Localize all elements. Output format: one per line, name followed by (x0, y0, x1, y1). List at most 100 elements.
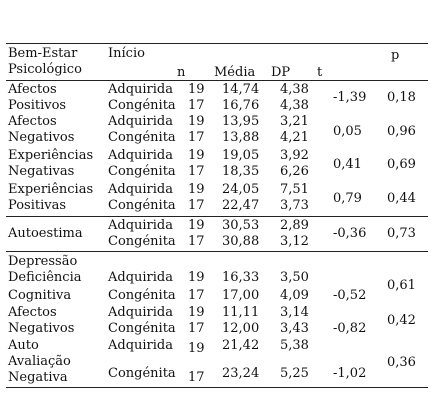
row-n: 17 (188, 288, 205, 303)
row-mean: 18,35 (222, 164, 260, 179)
row-mean: 12,00 (222, 321, 260, 336)
row-mean: 16,76 (222, 98, 260, 113)
row-label: Positivos (8, 98, 67, 113)
header-p: p (391, 48, 400, 63)
row-group: Congénita (108, 164, 176, 179)
row-group: Adquirida (108, 148, 174, 163)
row-label: Deficiência (8, 270, 82, 285)
p-value: 0,73 (387, 226, 416, 241)
row-n: 19 (188, 218, 205, 233)
row-mean: 13,88 (222, 130, 260, 145)
row-sd: 3,21 (280, 114, 309, 129)
header-rule (6, 80, 428, 81)
row-label: Positivas (8, 198, 67, 213)
bottom-rule (6, 387, 428, 388)
row-sd: 4,38 (280, 82, 309, 97)
row-label: Depressão (8, 254, 78, 269)
header-sd: DP (271, 65, 291, 80)
row-sd: 2,89 (280, 218, 309, 233)
row-sd: 3,73 (280, 198, 309, 213)
header-wellbeing: Bem-Estar (8, 46, 78, 61)
row-n: 19 (188, 148, 205, 163)
row-n: 19 (188, 305, 205, 320)
row-group: Congénita (108, 198, 176, 213)
row-n: 17 (188, 321, 205, 336)
row-label: Auto (8, 338, 39, 353)
row-n: 17 (188, 130, 205, 145)
row-group: Adquirida (108, 305, 174, 320)
row-label: Negativos (8, 321, 75, 336)
t-value: 0,05 (333, 124, 362, 139)
row-n: 19 (188, 114, 205, 129)
row-mean: 14,74 (222, 82, 260, 97)
row-label: Experiências (8, 182, 94, 197)
row-n: 17 (188, 198, 205, 213)
row-sd: 6,26 (280, 164, 309, 179)
row-group: Adquirida (108, 114, 174, 129)
row-n: 17 (188, 164, 205, 179)
p-value: 0,44 (387, 191, 416, 206)
row-sd: 5,38 (280, 338, 309, 353)
header-mean: Média (214, 65, 256, 80)
row-mean: 11,11 (222, 305, 260, 320)
header-psychological: Psicológico (8, 62, 82, 77)
row-group: Adquirida (108, 182, 174, 197)
t-value: -0,52 (333, 288, 367, 303)
row-sd: 3,14 (280, 305, 309, 320)
row-sd: 4,09 (280, 288, 309, 303)
row-n: 19 (188, 270, 205, 285)
t-value: -1,39 (333, 90, 367, 105)
row-group: Congénita (108, 288, 176, 303)
row-group: Adquirida (108, 270, 174, 285)
row-mean: 19,05 (222, 148, 260, 163)
row-sd: 3,43 (280, 321, 309, 336)
header-n: n (177, 65, 186, 80)
row-label: Cognitiva (8, 288, 72, 303)
row-sd: 7,51 (280, 182, 309, 197)
row-group: Adquirida (108, 82, 174, 97)
row-label: Negativa (8, 370, 68, 385)
row-mean: 30,53 (222, 218, 260, 233)
row-label: Negativas (8, 164, 75, 179)
row-mean: 16,33 (222, 270, 260, 285)
row-group: Congénita (108, 366, 176, 381)
t-value: 0,41 (333, 157, 362, 172)
row-mean: 24,05 (222, 182, 260, 197)
row-sd: 4,38 (280, 98, 309, 113)
row-sd: 3,12 (280, 234, 309, 249)
row-label: Avaliação (8, 354, 71, 369)
row-n: 19 (188, 82, 205, 97)
row-label: Negativos (8, 130, 75, 145)
row-mean: 22,47 (222, 198, 260, 213)
p-value: 0,69 (387, 157, 416, 172)
row-label: Experiências (8, 148, 94, 163)
row-sd: 4,21 (280, 130, 309, 145)
section-rule (6, 251, 428, 252)
row-label: Afectos (8, 114, 57, 129)
row-n: 19 (188, 182, 205, 197)
row-group: Congénita (108, 234, 176, 249)
row-mean: 13,95 (222, 114, 260, 129)
row-n: 19 (188, 341, 205, 356)
p-value: 0,96 (387, 124, 416, 139)
header-t: t (317, 65, 323, 80)
t-value: -1,02 (333, 366, 367, 381)
p-value: 0,18 (387, 90, 416, 105)
top-rule (6, 43, 428, 44)
row-group: Adquirida (108, 218, 174, 233)
row-group: Adquirida (108, 338, 174, 353)
row-group: Congénita (108, 130, 176, 145)
row-sd: 5,25 (280, 366, 309, 381)
t-value: 0,79 (333, 191, 362, 206)
row-label: Afectos (8, 82, 57, 97)
header-onset: Início (108, 46, 145, 61)
row-label: Autoestima (8, 226, 83, 241)
row-label: Afectos (8, 305, 57, 320)
row-mean: 30,88 (222, 234, 260, 249)
row-group: Congénita (108, 321, 176, 336)
section-rule (6, 216, 428, 217)
row-n: 17 (188, 234, 205, 249)
t-value: -0,82 (333, 321, 367, 336)
row-mean: 21,42 (222, 338, 260, 353)
row-sd: 3,50 (280, 270, 309, 285)
